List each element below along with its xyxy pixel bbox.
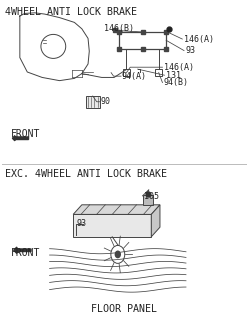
Circle shape: [115, 251, 120, 258]
Text: 4WHEEL ANTI LOCK BRAKE: 4WHEEL ANTI LOCK BRAKE: [5, 7, 137, 17]
Text: 90: 90: [100, 97, 110, 106]
Polygon shape: [73, 205, 160, 214]
Text: 93: 93: [186, 46, 195, 55]
Polygon shape: [73, 214, 151, 237]
Text: FRONT: FRONT: [10, 248, 40, 258]
Text: 146(A): 146(A): [164, 63, 194, 72]
Text: 131: 131: [166, 71, 181, 80]
Polygon shape: [12, 136, 29, 141]
Polygon shape: [151, 205, 160, 237]
Bar: [155, 69, 162, 76]
Text: 94(A): 94(A): [122, 72, 147, 81]
Text: 146(B): 146(B): [104, 24, 134, 33]
Bar: [86, 96, 100, 108]
Polygon shape: [14, 247, 31, 253]
Bar: [123, 69, 130, 76]
Text: FLOOR PANEL: FLOOR PANEL: [91, 304, 157, 314]
Text: 93: 93: [77, 220, 87, 228]
Text: 94(B): 94(B): [164, 78, 189, 87]
Text: EXC. 4WHEEL ANTI LOCK BRAKE: EXC. 4WHEEL ANTI LOCK BRAKE: [5, 169, 167, 179]
Text: 105: 105: [144, 192, 159, 201]
Text: 146(A): 146(A): [184, 35, 214, 44]
Text: FRONT: FRONT: [10, 129, 40, 139]
Bar: [143, 195, 153, 205]
